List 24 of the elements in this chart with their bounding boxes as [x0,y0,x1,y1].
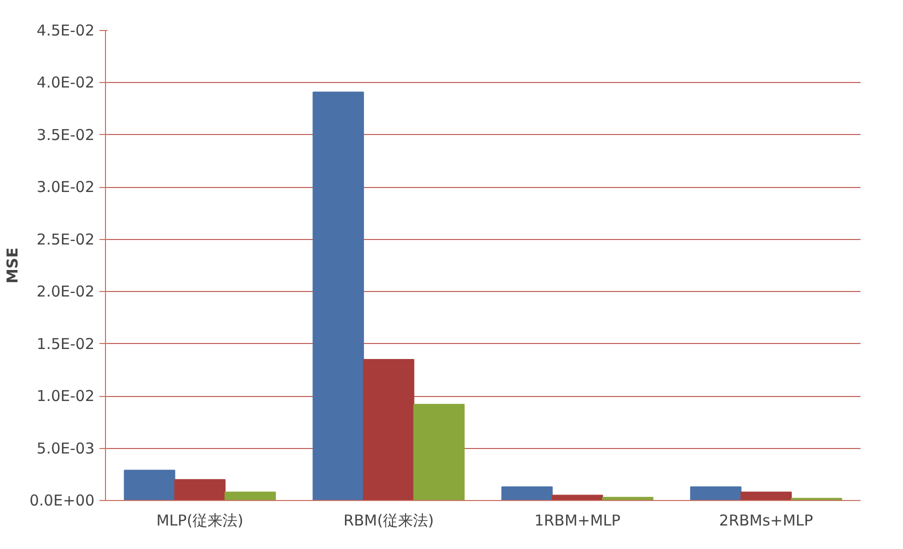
y-axis-title: MSE [4,248,22,284]
x-tick-label: RBM(従来法) [343,512,434,530]
bar [124,470,176,500]
y-tick-label: 4.0E-02 [36,74,95,92]
y-tick-label: 0.0E+00 [30,492,95,510]
bar [224,492,276,500]
bar [501,486,553,500]
x-tick-label: 1RBM+MLP [534,512,620,530]
y-tick-label: 3.0E-02 [36,178,95,196]
bar [362,359,414,500]
bar [740,492,792,500]
y-tick-label: 1.0E-02 [36,387,95,406]
bar [690,486,742,500]
y-tick-label: 4.5E-02 [36,22,95,40]
y-tick-label: 3.5E-02 [36,126,95,144]
bar [174,479,226,500]
y-tick-label: 1.5E-02 [36,334,95,353]
x-tick-label: MLP(従来法) [156,512,244,530]
bar [413,404,465,500]
x-tick-label: 2RBMs+MLP [719,512,814,530]
y-tick-label: 2.0E-02 [36,282,95,301]
y-tick-label: 5.0E-03 [36,439,95,458]
y-tick-label: 2.5E-02 [36,230,95,248]
bar [312,92,364,500]
